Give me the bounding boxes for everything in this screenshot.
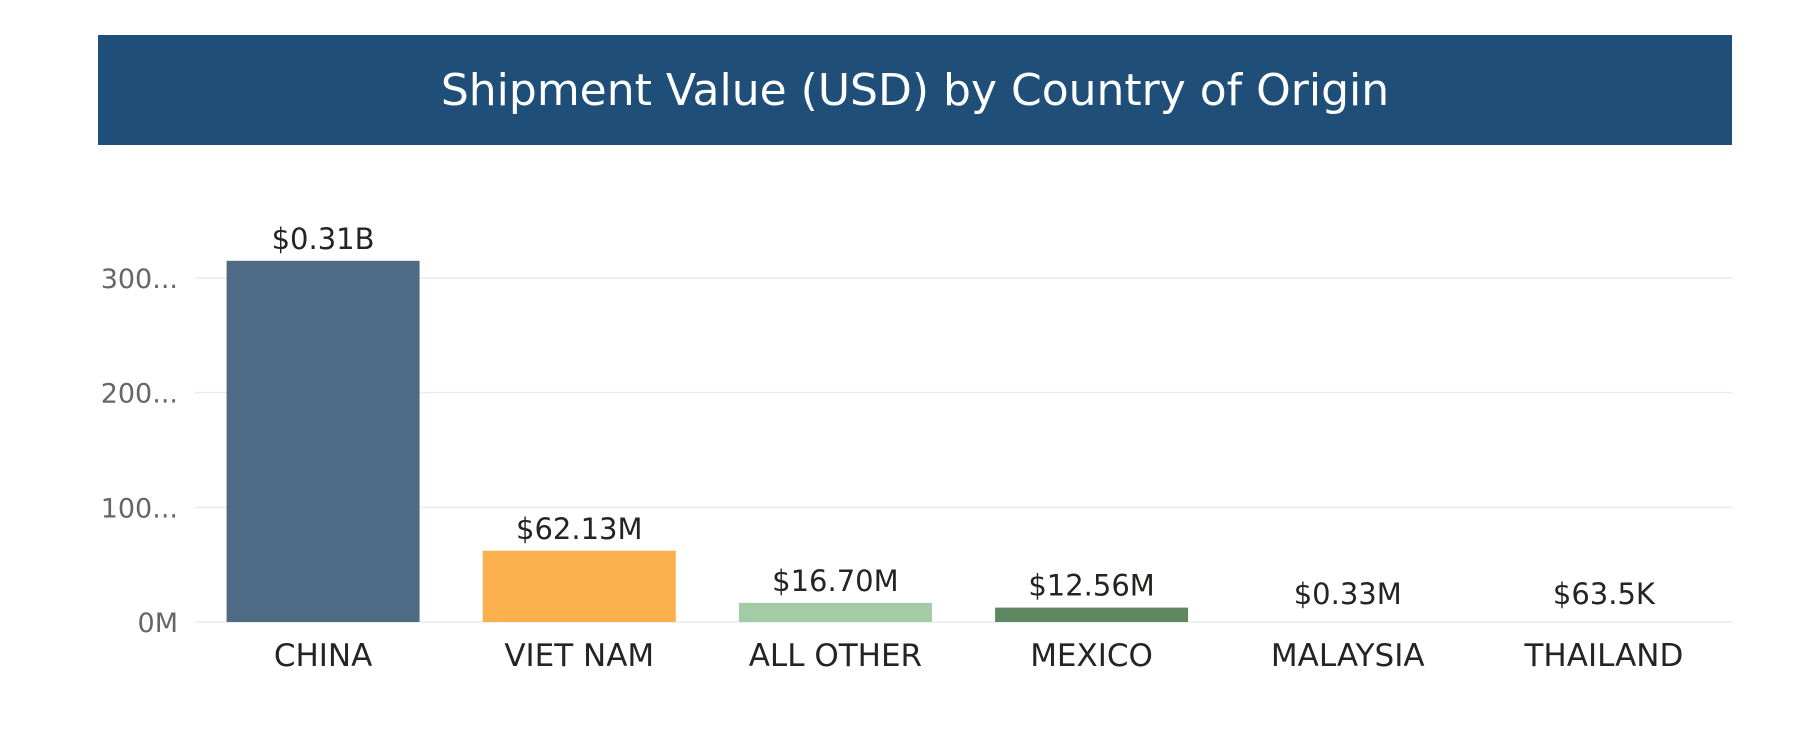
x-category-label: MALAYSIA [1271,638,1425,674]
y-tick-label: 100... [101,493,178,524]
data-label: $0.33M [1294,577,1402,611]
y-tick-label: 200... [101,379,178,410]
x-category-label: CHINA [274,638,373,674]
data-label: $0.31B [272,222,375,256]
bar-viet-nam [482,550,676,622]
y-tick-label: 300... [101,264,178,295]
x-category-label: VIET NAM [504,638,654,674]
x-category-label: THAILAND [1523,638,1683,674]
data-label: $62.13M [516,512,643,546]
data-label: $12.56M [1028,569,1155,603]
data-label: $63.5K [1553,577,1656,611]
y-tick-label: 0M [138,608,178,639]
x-category-label: ALL OTHER [749,638,922,674]
bar-china [226,260,420,622]
bar-all-other [738,602,932,622]
chart-title-band: Shipment Value (USD) by Country of Origi… [98,35,1732,145]
chart-title: Shipment Value (USD) by Country of Origi… [440,64,1390,116]
data-label: $16.70M [772,564,899,598]
bar-mexico [995,607,1189,622]
x-category-label: MEXICO [1030,638,1153,674]
